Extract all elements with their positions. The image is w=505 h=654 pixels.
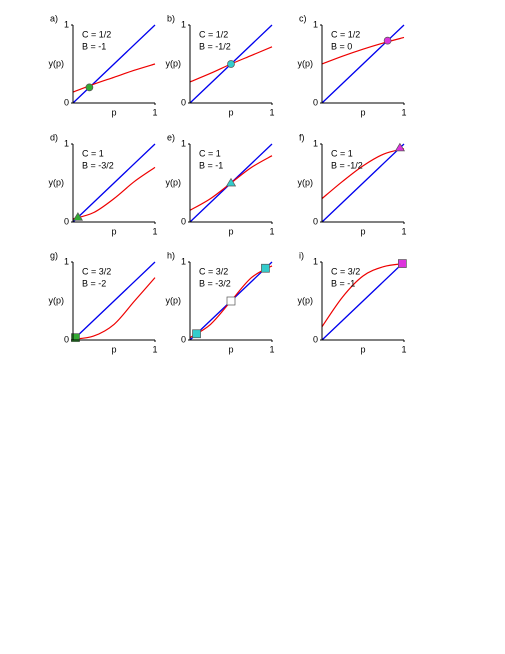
curve	[321, 262, 405, 328]
y-tick-label: 1	[313, 138, 318, 148]
panel-label: c)	[299, 13, 307, 23]
y-tick-label: 0	[64, 97, 69, 107]
marker	[227, 60, 235, 68]
y-axis-label: y(p)	[298, 295, 314, 305]
x-tick-label: 1	[152, 226, 157, 236]
y-tick-label: 0	[64, 334, 69, 344]
x-tick-label: 1	[401, 344, 406, 354]
x-axis-label: p	[111, 107, 116, 117]
x-tick-label: 1	[401, 107, 406, 117]
annotation: C = 1/2	[199, 29, 228, 39]
marker	[192, 329, 201, 339]
y-axis-label: y(p)	[166, 177, 182, 187]
panel-label: i)	[299, 250, 304, 260]
y-tick-label: 1	[313, 19, 318, 29]
annotation: C = 1	[82, 148, 104, 158]
y-axis-label: y(p)	[298, 177, 314, 187]
y-tick-label: 0	[313, 97, 318, 107]
y-tick-label: 0	[64, 216, 69, 226]
annotation: C = 3/2	[331, 266, 360, 276]
x-axis-label: p	[111, 226, 116, 236]
x-tick-label: 1	[152, 107, 157, 117]
annotation: B = -3/2	[199, 278, 231, 288]
x-axis-label: p	[360, 344, 365, 354]
y-tick-label: 0	[313, 334, 318, 344]
y-axis-label: y(p)	[49, 58, 65, 68]
y-tick-label: 0	[181, 216, 186, 226]
y-tick-label: 1	[313, 256, 318, 266]
marker	[261, 263, 270, 273]
annotation: C = 1/2	[331, 29, 360, 39]
annotation: B = -1	[331, 278, 355, 288]
annotation: B = -2	[82, 278, 106, 288]
annotation: C = 1/2	[82, 29, 111, 39]
curve	[72, 63, 156, 93]
x-axis-label: p	[111, 344, 116, 354]
marker	[72, 212, 84, 221]
panel-label: h)	[167, 250, 175, 260]
marker	[226, 296, 236, 306]
annotation: B = -1	[82, 41, 106, 51]
x-axis-label: p	[228, 344, 233, 354]
marker	[85, 83, 94, 92]
y-tick-label: 1	[64, 138, 69, 148]
identity-line	[72, 261, 156, 341]
annotation: B = -1/2	[331, 160, 363, 170]
y-axis-label: y(p)	[49, 295, 65, 305]
panel-label: e)	[167, 132, 175, 142]
panel-label: a)	[50, 13, 58, 23]
y-tick-label: 1	[181, 19, 186, 29]
marker	[394, 142, 406, 152]
identity-line	[321, 143, 405, 223]
x-tick-label: 1	[269, 344, 274, 354]
curve	[72, 166, 156, 220]
y-axis-label: y(p)	[49, 177, 65, 187]
curve	[72, 277, 156, 340]
x-axis-label: p	[228, 226, 233, 236]
x-axis-label: p	[228, 107, 233, 117]
panel-label: g)	[50, 250, 58, 260]
y-tick-label: 0	[181, 97, 186, 107]
x-tick-label: 1	[401, 226, 406, 236]
y-tick-label: 0	[181, 334, 186, 344]
curve	[321, 148, 405, 200]
y-tick-label: 1	[64, 19, 69, 29]
x-tick-label: 1	[152, 344, 157, 354]
x-axis-label: p	[360, 107, 365, 117]
y-tick-label: 1	[181, 138, 186, 148]
annotation: C = 3/2	[199, 266, 228, 276]
x-tick-label: 1	[269, 226, 274, 236]
annotation: B = -1/2	[199, 41, 231, 51]
annotation: C = 1	[199, 148, 221, 158]
x-axis-label: p	[360, 226, 365, 236]
panel-label: f)	[299, 132, 305, 142]
y-tick-label: 1	[181, 256, 186, 266]
panel-label: d)	[50, 132, 58, 142]
marker	[383, 36, 392, 45]
marker	[71, 333, 80, 343]
annotation: B = -1	[199, 160, 223, 170]
y-axis-label: y(p)	[298, 58, 314, 68]
y-axis-label: y(p)	[166, 58, 182, 68]
y-tick-label: 0	[313, 216, 318, 226]
annotation: B = 0	[331, 41, 352, 51]
marker	[225, 177, 237, 187]
panel-label: b)	[167, 13, 175, 23]
y-axis-label: y(p)	[166, 295, 182, 305]
identity-line	[321, 261, 405, 341]
identity-line	[72, 143, 156, 223]
marker	[398, 259, 407, 268]
y-tick-label: 1	[64, 256, 69, 266]
annotation: B = -3/2	[82, 160, 114, 170]
annotation: C = 1	[331, 148, 353, 158]
x-tick-label: 1	[269, 107, 274, 117]
annotation: C = 3/2	[82, 266, 111, 276]
